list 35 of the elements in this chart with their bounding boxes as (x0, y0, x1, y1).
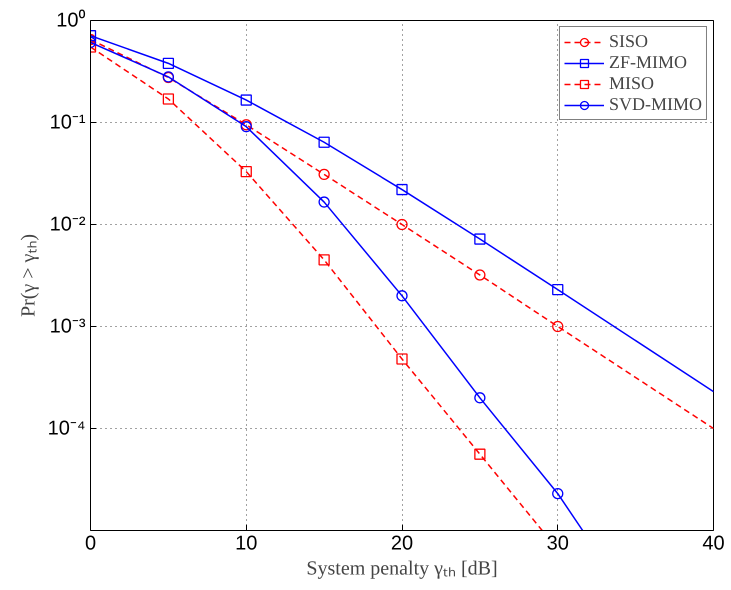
point (474, 392, 486, 404)
point (162, 58, 174, 70)
point (318, 136, 330, 148)
point (318, 196, 330, 208)
y-tick-label: 10⁰ (56, 8, 86, 32)
point (552, 488, 564, 500)
point (240, 166, 252, 178)
point (474, 269, 486, 281)
point (162, 93, 174, 105)
point (318, 254, 330, 266)
legend-label: MISO (608, 73, 654, 94)
x-tick-label: 0 (84, 532, 96, 554)
point (552, 284, 564, 296)
point (396, 184, 408, 196)
point (474, 233, 486, 245)
point (318, 168, 330, 180)
point (552, 320, 564, 332)
point (474, 448, 486, 460)
x-tick-label: 30 (546, 532, 569, 554)
legend-label: SVD-MIMO (608, 94, 702, 115)
x-tick-label: 10 (235, 532, 258, 554)
point (396, 290, 408, 302)
point (396, 353, 408, 365)
point (396, 218, 408, 230)
y-axis-title: Pr(γ > γₜₕ) (18, 234, 40, 318)
y-tick-label: 10⁻¹ (50, 112, 86, 134)
y-tick-label: 10⁻⁴ (48, 418, 86, 440)
x-tick-label: 40 (702, 532, 725, 554)
point (240, 94, 252, 106)
legend-label: ZF-MIMO (608, 52, 687, 73)
x-tick-label: 20 (390, 532, 414, 554)
x-axis-title: System penalty γₜₕ [dB] (306, 558, 498, 580)
y-tick-label: 10⁻³ (50, 316, 86, 338)
legend-label: SISO (608, 31, 648, 52)
y-tick-label: 10⁻² (50, 214, 86, 236)
